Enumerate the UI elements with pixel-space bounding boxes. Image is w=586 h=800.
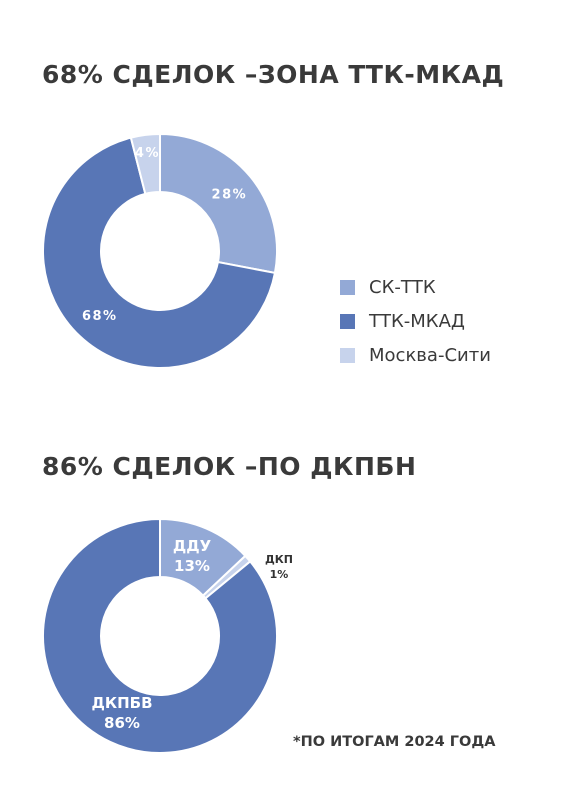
legend: СК-ТТК ТТК-МКАД Москва-Сити: [340, 270, 491, 372]
slice-москва-сити: [129, 132, 161, 196]
legend-swatch: [340, 279, 355, 295]
slice-percent: 1%: [270, 568, 289, 581]
slice-label: 4%: [135, 146, 160, 161]
footnote: *ПО ИТОГАМ 2024 ГОДА: [293, 734, 496, 750]
slice-label: ДКПБВ: [91, 694, 152, 712]
slice-ттк-мкад: [42, 136, 277, 369]
slice-label: ДДУ: [173, 537, 212, 555]
donut-chart-locations: 28% 68% 4%: [42, 132, 278, 369]
slice-дкпбв: [42, 517, 278, 754]
legend-swatch: [340, 347, 355, 363]
slice-percent: 13%: [174, 557, 210, 575]
slice-ск-ттк: [159, 132, 278, 275]
legend-swatch: [340, 313, 355, 329]
legend-item-ttk-mkad: ТТК-МКАД: [340, 304, 491, 338]
slice-label: 68%: [82, 309, 118, 324]
legend-label: ТТК-МКАД: [369, 310, 465, 332]
slice-label: ДКП: [265, 553, 293, 566]
legend-label: СК-ТТК: [369, 276, 436, 298]
legend-item-sk-ttk: СК-ТТК: [340, 270, 491, 304]
legend-item-moscow-city: Москва-Сити: [340, 338, 491, 372]
chart-1-title: 68% СДЕЛОК –ЗОНА ТТК-МКАД: [42, 60, 505, 89]
slice-label: 28%: [212, 188, 248, 203]
legend-label: Москва-Сити: [369, 344, 491, 366]
chart-2-title: 86% СДЕЛОК –ПО ДКПБН: [42, 452, 417, 481]
slice-percent: 86%: [104, 714, 140, 732]
